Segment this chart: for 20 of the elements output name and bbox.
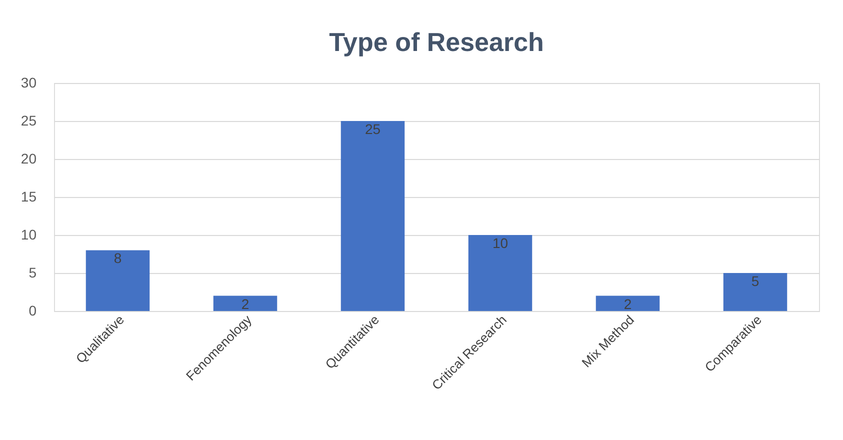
y-tick-label: 0 [28,302,37,318]
y-tick-label: 20 [20,150,37,166]
data-label: 2 [241,296,250,312]
bar [468,235,532,311]
data-label: 10 [492,235,508,251]
chart-title: Type of Research [329,27,544,57]
data-label: 25 [364,121,381,137]
bar [340,121,405,311]
bar [86,250,150,311]
bar [596,296,660,311]
data-label: 5 [751,273,760,289]
data-label: 2 [624,296,632,312]
y-tick-label: 15 [20,188,37,204]
data-label: 8 [114,250,122,266]
y-tick-label: 10 [20,226,37,242]
y-tick-label: 5 [28,264,37,280]
y-tick-label: 25 [20,112,37,128]
bar [723,273,788,311]
bar [213,296,278,311]
y-tick-label: 30 [20,74,37,90]
